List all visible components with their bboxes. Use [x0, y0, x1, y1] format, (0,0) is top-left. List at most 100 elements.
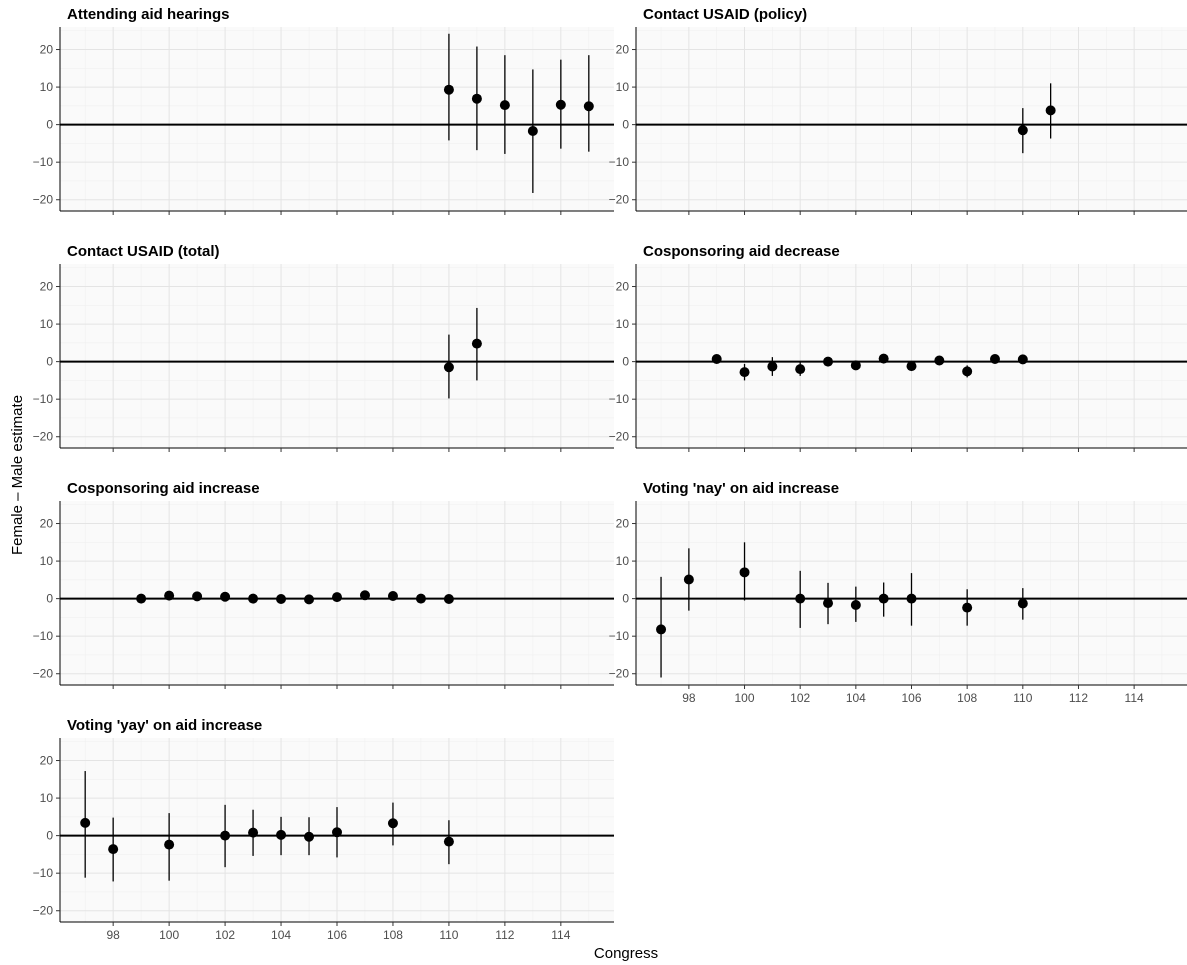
x-tick-label: 110 [439, 928, 458, 942]
data-point [906, 593, 917, 604]
data-point [387, 591, 398, 602]
y-tick-label: −10 [33, 629, 54, 643]
data-point [989, 354, 1000, 365]
data-point [1017, 125, 1028, 136]
y-tick-label: 0 [46, 355, 53, 369]
x-tick-label: 106 [327, 928, 347, 942]
data-point [711, 354, 722, 365]
y-tick-label: 20 [616, 280, 630, 294]
panel-7: Voting 'yay' on aid increase −20 −10 0 10 20 9… [33, 717, 614, 942]
y-tick-label: 0 [46, 592, 53, 606]
x-tick-label: 102 [790, 691, 810, 705]
panel-title: Contact USAID (total) [67, 243, 220, 260]
data-point [934, 355, 945, 366]
data-point [767, 361, 778, 372]
x-tick-label: 104 [271, 928, 291, 942]
data-point [220, 830, 231, 841]
y-tick-label: −10 [609, 155, 630, 169]
panel-2: Contact USAID (policy) −20 −10 0 10 20 [609, 6, 1187, 215]
data-point [850, 600, 861, 611]
y-tick-label: 20 [40, 280, 54, 294]
y-tick-label: 20 [40, 517, 54, 531]
data-point [220, 591, 231, 602]
x-tick-label: 106 [901, 691, 921, 705]
y-tick-label: 0 [622, 118, 629, 132]
x-tick-label: 98 [106, 928, 120, 942]
data-point [583, 101, 594, 112]
panel-6: Voting 'nay' on aid increase −20 −10 0 10 20 9… [609, 480, 1187, 705]
panel-1: Attending aid hearings −20 −10 0 10 20 [33, 6, 614, 215]
y-tick-label: −20 [33, 430, 54, 444]
panel-4: Cosponsoring aid decrease −20 −10 0 10 20 [609, 243, 1187, 452]
y-tick-label: −10 [609, 629, 630, 643]
data-point [906, 361, 917, 372]
data-point [80, 817, 91, 828]
data-point [276, 829, 287, 840]
x-tick-label: 114 [1125, 691, 1144, 705]
x-tick-label: 112 [495, 928, 514, 942]
data-point [850, 360, 861, 371]
panel-3: Contact USAID (total) −20 −10 0 10 20 [33, 243, 614, 452]
data-point [248, 593, 259, 604]
y-tick-label: 20 [616, 43, 630, 57]
y-tick-label: 0 [46, 118, 53, 132]
data-point [415, 593, 426, 604]
data-point [739, 567, 750, 578]
y-axis-label: Female – Male estimate [9, 395, 26, 555]
y-tick-label: 10 [616, 554, 630, 568]
data-point [192, 591, 203, 602]
y-tick-label: −10 [33, 866, 54, 880]
panel-title: Attending aid hearings [67, 6, 230, 23]
data-point [656, 624, 667, 635]
data-point [795, 364, 806, 375]
data-point [683, 574, 694, 585]
y-tick-label: 20 [40, 754, 54, 768]
y-tick-label: 0 [622, 355, 629, 369]
y-tick-label: −10 [609, 392, 630, 406]
y-tick-label: 10 [616, 80, 630, 94]
data-point [962, 602, 973, 613]
panel-title: Voting 'yay' on aid increase [67, 717, 262, 734]
data-point [823, 356, 834, 367]
data-point [499, 100, 510, 111]
data-point [443, 84, 454, 95]
data-point [443, 594, 454, 605]
y-tick-label: −20 [33, 193, 54, 207]
data-point [164, 590, 175, 601]
data-point [739, 367, 750, 378]
y-tick-label: 0 [622, 592, 629, 606]
data-point [332, 827, 342, 838]
panel-title: Voting 'nay' on aid increase [643, 480, 839, 497]
data-point [248, 827, 259, 838]
x-tick-label: 114 [551, 928, 570, 942]
x-tick-label: 98 [682, 691, 696, 705]
data-point [443, 836, 454, 847]
y-tick-label: −20 [33, 667, 54, 681]
x-tick-label: 112 [1069, 691, 1088, 705]
data-point [878, 353, 889, 364]
y-tick-label: 0 [46, 829, 53, 843]
panel-title: Cosponsoring aid decrease [643, 243, 840, 260]
y-tick-label: 10 [40, 791, 54, 805]
y-tick-label: −10 [33, 155, 54, 169]
data-point [795, 593, 806, 604]
y-tick-label: 20 [40, 43, 54, 57]
data-point [443, 362, 454, 373]
y-tick-label: −20 [609, 193, 630, 207]
y-tick-label: 10 [616, 317, 630, 331]
y-tick-label: −20 [609, 430, 630, 444]
data-point [276, 594, 287, 605]
data-point [387, 818, 398, 829]
panel-title: Cosponsoring aid increase [67, 480, 260, 497]
x-tick-label: 102 [215, 928, 235, 942]
data-point [471, 93, 482, 104]
data-point [1017, 598, 1028, 609]
data-point [164, 839, 175, 850]
data-point [823, 598, 834, 609]
y-tick-label: 10 [40, 554, 54, 568]
data-point [1045, 105, 1056, 116]
y-tick-label: −10 [33, 392, 54, 406]
y-tick-label: 10 [40, 80, 54, 94]
panel-5: Cosponsoring aid increase −20 −10 0 10 20 [33, 480, 614, 689]
